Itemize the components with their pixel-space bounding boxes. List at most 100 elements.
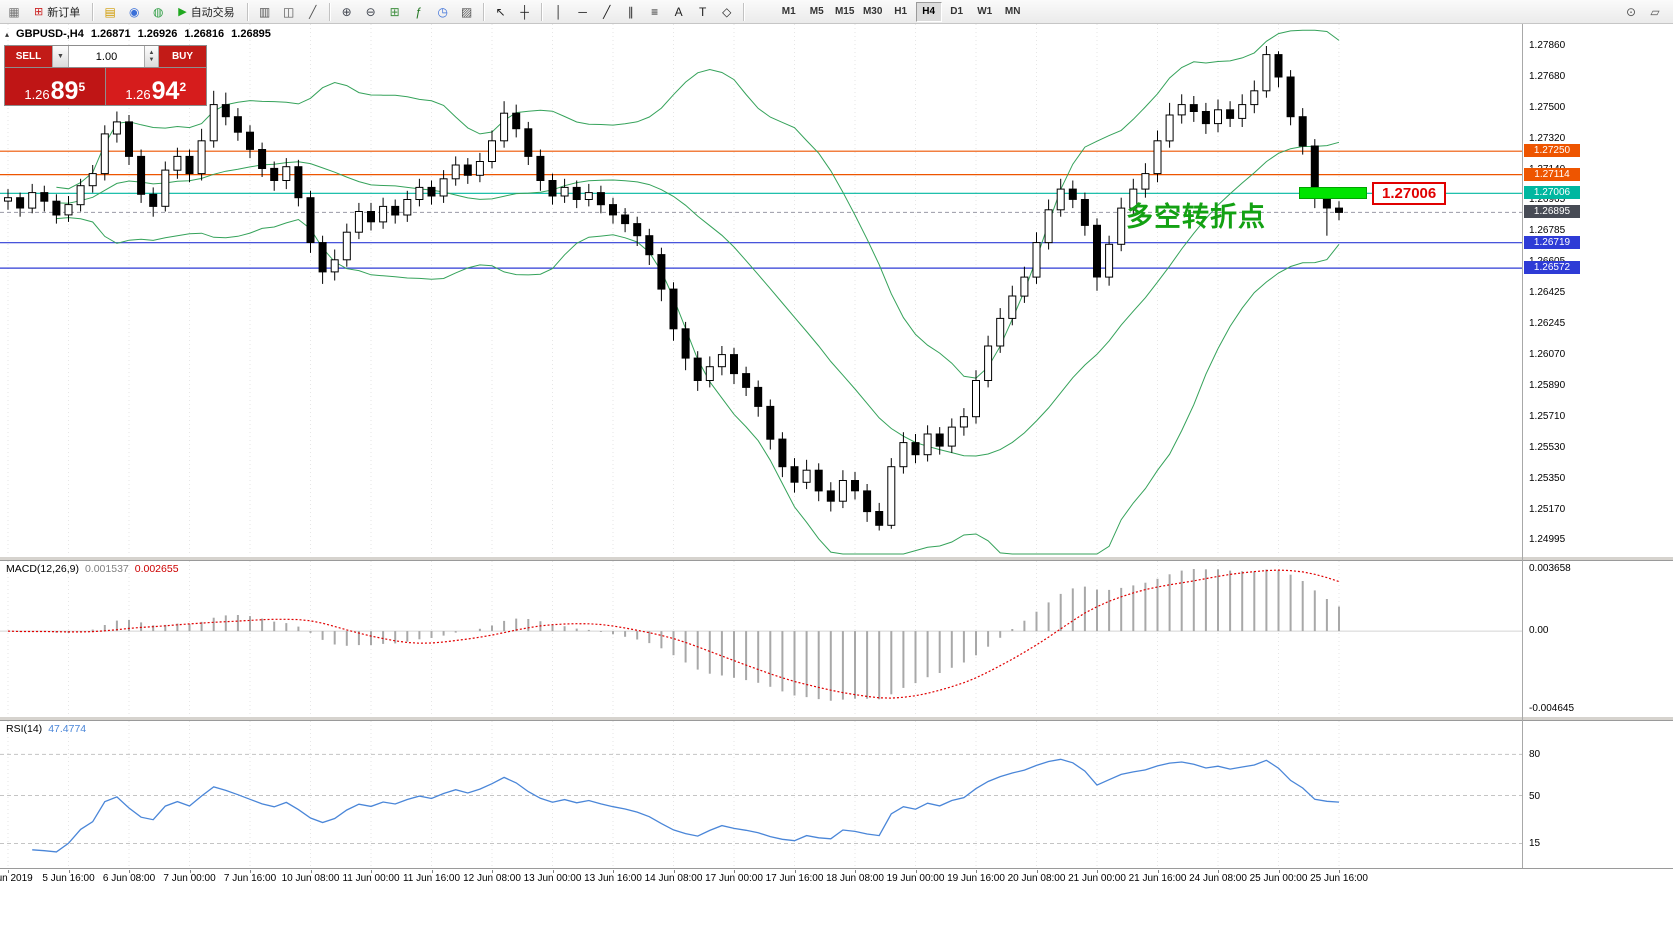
current-price-label: 1.26895 <box>1524 205 1580 219</box>
vertical-line-icon[interactable]: │ <box>548 1 570 23</box>
timeframe-m30[interactable]: M30 <box>862 6 883 17</box>
sell-price-button[interactable]: 1.26 89 5 <box>5 68 106 105</box>
time-axis[interactable]: 5 Jun 2019 5 Jun 16:00 6 Jun 08:00 7 Jun 00… <box>0 870 1522 888</box>
templates-icon[interactable]: ▨ <box>456 1 478 23</box>
time-tick <box>1097 870 1098 873</box>
bar-chart-icon[interactable]: ▥ <box>254 1 276 23</box>
equidistant-channel-icon: ∥ <box>627 4 634 19</box>
candles-layer <box>4 46 1343 531</box>
price-scale[interactable]: 1.278601.276801.275001.273201.271401.269… <box>1523 24 1673 869</box>
timeframe-m15[interactable]: M15 <box>834 6 855 17</box>
zoom-out-icon[interactable]: ⊖ <box>360 1 382 23</box>
profiles-icon[interactable]: ▤ <box>99 1 121 23</box>
time-tick <box>431 870 433 873</box>
volume-stepper[interactable]: ▲ ▼ <box>145 46 159 67</box>
grid-icon: ⊞ <box>389 4 400 19</box>
equidistant-channel-icon[interactable]: ∥ <box>620 1 642 23</box>
time-tick <box>492 870 493 873</box>
new-chart-icon[interactable]: ▦ <box>3 1 25 23</box>
time-tick <box>68 870 70 873</box>
chart-annotation-text[interactable]: 多空转折点 <box>1126 202 1266 233</box>
trendline-icon[interactable]: ╱ <box>596 1 618 23</box>
volume-input[interactable]: 1.00 <box>69 46 145 67</box>
draw-icon[interactable]: ▱ <box>1650 4 1660 19</box>
horizontal-line-icon: ─ <box>578 4 587 19</box>
line-chart-icon: ╱ <box>309 4 317 19</box>
data-window-icon: ◍ <box>152 4 164 19</box>
time-label: 14 Jun 08:00 <box>644 873 703 884</box>
timeframe-mn[interactable]: MN <box>1004 6 1021 17</box>
time-tick <box>129 870 130 873</box>
time-tick <box>915 870 917 873</box>
toolbar-separator <box>328 2 331 21</box>
time-label: 20 Jun 08:00 <box>1007 873 1066 884</box>
price-chart-canvas[interactable] <box>0 24 1522 556</box>
market-watch-icon[interactable]: ◉ <box>123 1 145 23</box>
panel-splitter[interactable] <box>0 716 1673 721</box>
timeframe-m1[interactable]: M1 <box>781 6 796 17</box>
time-label: 19 Jun 16:00 <box>947 873 1005 884</box>
highlight-bar[interactable] <box>1299 187 1367 200</box>
macd-canvas[interactable] <box>0 561 1522 716</box>
timeframe-h1[interactable]: H1 <box>894 6 908 17</box>
templates-icon: ▨ <box>461 4 473 19</box>
price-callout-label[interactable]: 1.27006 <box>1372 182 1447 206</box>
time-label: 17 Jun 16:00 <box>765 873 824 884</box>
timeframe-m5[interactable]: M5 <box>809 6 824 17</box>
ohlc-open: 1.26871 <box>90 28 131 40</box>
price-tick: 1.25710 <box>1529 410 1566 422</box>
panel-splitter[interactable] <box>0 556 1673 561</box>
time-label: 21 Jun 16:00 <box>1128 873 1187 884</box>
buy-price-button[interactable]: 1.26 94 2 <box>105 68 206 105</box>
fibonacci-icon[interactable]: ≡ <box>644 1 666 23</box>
time-label: 13 Jun 00:00 <box>523 873 582 884</box>
timeframe-d1[interactable]: D1 <box>950 6 964 17</box>
macd-header: MACD(12,26,9) 0.001537 0.002655 <box>6 563 179 575</box>
time-tick <box>1278 870 1280 873</box>
new-order-button[interactable]: ⊞ 新订单 <box>27 1 87 23</box>
text-icon[interactable]: A <box>668 1 690 23</box>
text-label-icon[interactable]: T <box>692 1 714 23</box>
crosshair-icon[interactable]: ┼ <box>514 1 536 23</box>
rsi-canvas[interactable] <box>0 721 1522 868</box>
cursor-icon[interactable]: ↖ <box>490 1 512 23</box>
buy-button[interactable]: BUY <box>159 46 206 67</box>
trendline-icon: ╱ <box>603 4 611 19</box>
price-tick: 1.24995 <box>1529 534 1566 545</box>
timeframe-w1[interactable]: W1 <box>977 6 993 17</box>
candlestick-chart-icon[interactable]: ◫ <box>278 1 300 23</box>
rsi-value: 47.4774 <box>48 723 87 735</box>
time-tick <box>855 870 856 873</box>
data-window-icon[interactable]: ◍ <box>147 1 169 23</box>
volume-dropdown-icon[interactable]: ▼ <box>52 46 69 67</box>
candlestick-chart-icon: ◫ <box>283 4 295 19</box>
time-label: 11 Jun 16:00 <box>402 873 461 884</box>
toolbar-separator <box>246 2 249 21</box>
price-scale-separator <box>1522 24 1523 868</box>
time-label: 19 Jun 00:00 <box>886 873 945 884</box>
price-tick: 1.26245 <box>1529 318 1566 330</box>
horizontal-line-icon[interactable]: ─ <box>572 1 594 23</box>
shapes-icon[interactable]: ◇ <box>716 1 738 23</box>
price-line-label: 1.26572 <box>1524 261 1580 275</box>
new-order-button-label: 新订单 <box>47 6 81 19</box>
macd-main-value: 0.001537 <box>84 563 129 575</box>
magnifier-icon[interactable]: ⊙ <box>1625 4 1637 19</box>
auto-trading-button[interactable]: ▶ 自动交易 <box>171 1 241 23</box>
new-order-icon: ⊞ <box>34 6 44 18</box>
text-label-icon: T <box>699 4 707 19</box>
indicators-icon[interactable]: ƒ <box>408 1 430 23</box>
timeframe-h4[interactable]: H4 <box>915 1 942 22</box>
period-icon[interactable]: ◷ <box>432 1 454 23</box>
sell-button[interactable]: SELL <box>5 46 52 67</box>
chart-marker-icon: ▴ <box>5 29 10 39</box>
line-chart-icon[interactable]: ╱ <box>302 1 324 23</box>
grid-icon[interactable]: ⊞ <box>384 1 406 23</box>
macd-signal-value: 0.002655 <box>134 563 179 575</box>
time-tick <box>1339 870 1340 873</box>
time-label: 11 Jun 00:00 <box>342 873 400 884</box>
price-tick: 1.26785 <box>1529 225 1566 237</box>
time-label: 18 Jun 08:00 <box>826 873 884 884</box>
zoom-in-icon[interactable]: ⊕ <box>336 1 358 23</box>
ohlc-high: 1.26926 <box>137 28 178 40</box>
